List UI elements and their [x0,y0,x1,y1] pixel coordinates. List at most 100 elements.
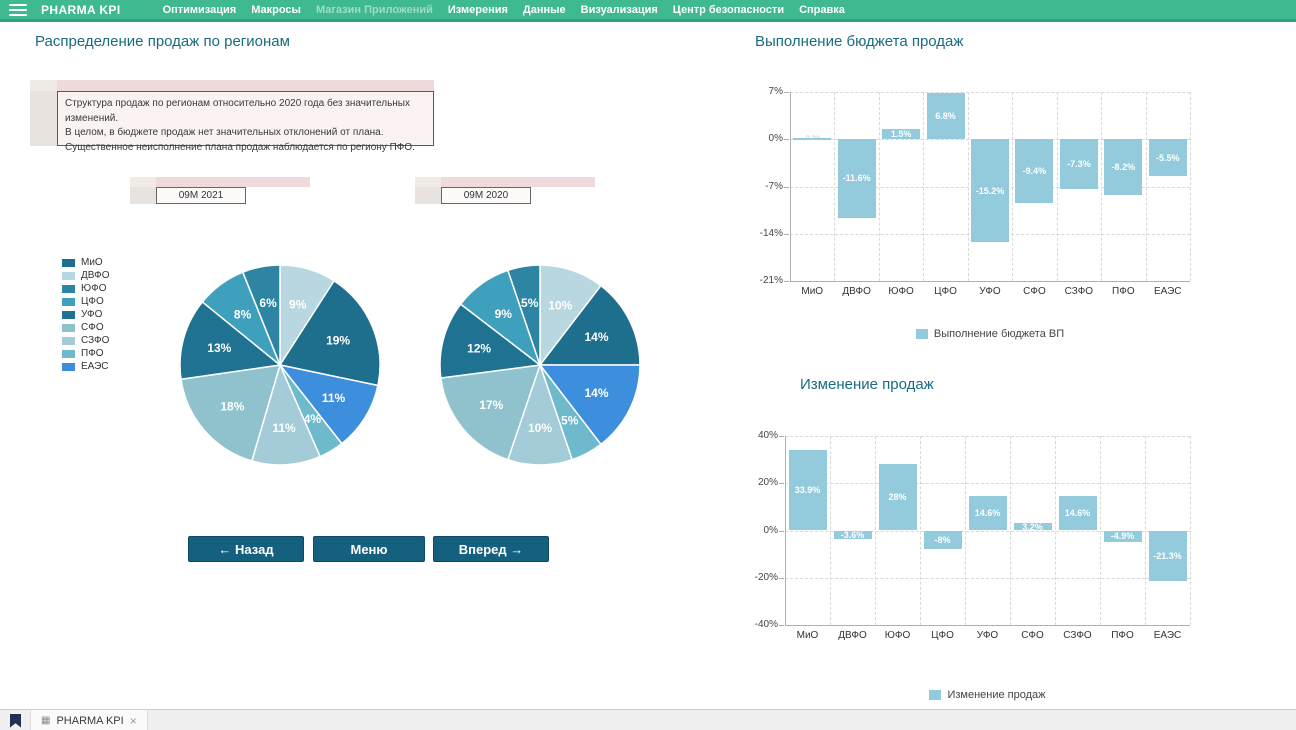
change-bar-chart: 40% 20% 0% -20% -40% 33.9% МиО -3.6% ДВФО 28% ЮФО -… [755,430,1191,641]
pie-slice-ЕАЭС[interactable] [278,363,379,445]
pie-label: 5% [561,414,579,428]
gridline-v [965,436,966,625]
chart-title-change: Изменение продаж [800,376,934,393]
legend-item-ЮФО[interactable]: ЮФО [62,282,110,295]
bar-УФО[interactable]: -15.2% [971,139,1009,242]
nav-item-0[interactable]: Оптимизация [162,3,237,16]
y-tick-mark [779,436,784,437]
legend-label: Изменение продаж [947,689,1046,701]
bar-ЦФО[interactable]: -8% [923,530,962,550]
pie-label: 10% [548,298,572,312]
bar-УФО[interactable]: 14.6% [968,496,1007,531]
legend-item-ДВФО[interactable]: ДВФО [62,269,110,282]
bar-СФО[interactable]: 3.2% [1013,522,1052,532]
pie-slice-МиО[interactable] [278,279,381,387]
period-label-2020: 09M 2020 [441,187,531,204]
bar-ДВФО[interactable]: -3.6% [833,530,872,540]
legend-item-ЦФО[interactable]: ЦФО [62,295,110,308]
forward-button[interactable]: Вперед → [433,536,549,562]
gridline-v [1010,436,1011,625]
nav-item-2[interactable]: Магазин Приложений [315,3,433,16]
y-axis-label: -20% [754,571,778,583]
legend-region-label: ПФО [81,348,104,359]
bar-МиО[interactable] [793,138,832,140]
bar-ЦФО[interactable]: 6.8% [926,93,965,140]
gridline-v [967,92,969,281]
legend-swatch [62,310,75,319]
x-axis-label: ПФО [1112,286,1135,297]
gridline-v [1012,92,1014,281]
bar-ПФО[interactable]: -4.9% [1103,530,1142,543]
gridline-v [1190,92,1191,281]
bar-СЗФО[interactable]: -7.3% [1059,139,1098,189]
legend-swatch [62,349,75,358]
bar-СЗФО[interactable]: 14.6% [1058,496,1097,531]
x-axis [785,625,1190,626]
nav-item-3[interactable]: Измерения [447,3,508,16]
bar-МиО[interactable]: 33.9% [788,450,827,531]
legend-item-МиО[interactable]: МиО [62,256,110,269]
y-axis-label: -21% [759,275,783,286]
pie-slice-УФО[interactable] [439,303,542,379]
period-cell [130,187,156,204]
pie-slice-УФО[interactable] [179,300,282,381]
legend-item-СЗФО[interactable]: СЗФО [62,334,110,347]
legend-region-label: ДВФО [81,270,110,281]
tab-close-icon[interactable]: × [129,713,137,728]
legend-item-ПФО[interactable]: ПФО [62,347,110,360]
y-axis [785,436,786,625]
nav-item-6[interactable]: Центр безопасности [672,3,785,16]
bar-value-label: -4.9% [1110,531,1135,542]
legend-item-СФО[interactable]: СФО [62,321,110,334]
pie-label: 13% [207,341,231,355]
bookmark-icon[interactable] [10,713,21,728]
bar-value-label: 1.5% [890,129,912,140]
nav-item-1[interactable]: Макросы [251,3,301,16]
bar-ПФО[interactable]: -8.2% [1104,139,1143,195]
pie-slice-МиО[interactable] [538,284,641,366]
annotation-line: Структура продаж по регионам относительн… [65,98,410,124]
pie-label: 17% [479,398,503,412]
hamburger-menu-icon[interactable] [9,3,27,16]
grid-icon: ▦ [41,714,51,726]
bar-ЮФО[interactable]: 1.5% [882,129,921,140]
bar-СФО[interactable]: -9.4% [1015,139,1054,203]
annotation-header-strip [57,80,434,91]
legend-item-ЕАЭС[interactable]: ЕАЭС [62,360,110,373]
legend-swatch [62,336,75,345]
pie-label: 18% [220,399,244,413]
y-axis-label: 7% [768,86,783,97]
pie-slice-СФО[interactable] [440,364,542,461]
pie-slice-ЮФО[interactable] [506,264,541,366]
bar-value-label: -5.5% [1156,152,1180,163]
annotation-line: Существенное неисполнение плана продаж н… [65,141,415,153]
pie-label: 9% [289,298,307,312]
bar-ЮФО[interactable]: 28% [878,464,917,531]
y-tick-mark [784,186,789,188]
nav-item-4[interactable]: Данные [522,3,566,16]
pie-slice-СФО[interactable] [180,364,282,462]
x-axis-label: УФО [979,286,1001,297]
nav-item-5[interactable]: Визуализация [580,3,658,16]
legend-swatch [62,297,75,306]
bar-value-label: 6.8% [935,111,956,122]
back-button[interactable]: ← Назад [188,536,304,562]
nav-item-7[interactable]: Справка [799,3,845,16]
bar-ЕАЭС[interactable]: -5.5% [1148,139,1187,177]
menu-button[interactable]: Меню [313,536,425,562]
bar-value-label: -9.4% [1022,165,1047,176]
gridline-h [785,577,1190,579]
sheet-tab[interactable]: ▦ PHARMA KPI × [30,710,148,730]
x-axis-label: СЗФО [1064,286,1094,297]
bar-value-label: -21.3% [1153,550,1182,561]
pie-slice-ЮФО[interactable] [241,264,281,366]
legend-item-УФО[interactable]: УФО [62,308,110,321]
pie-slice-СЗФО[interactable] [250,362,322,466]
legend-swatch [62,258,75,267]
period-cell [130,177,156,187]
bar-ДВФО[interactable]: -11.6% [837,139,876,218]
pie-slice-ЕАЭС[interactable] [538,364,641,446]
bar-ЕАЭС[interactable]: -21.3% [1148,530,1187,581]
gridline-v [1145,92,1147,281]
